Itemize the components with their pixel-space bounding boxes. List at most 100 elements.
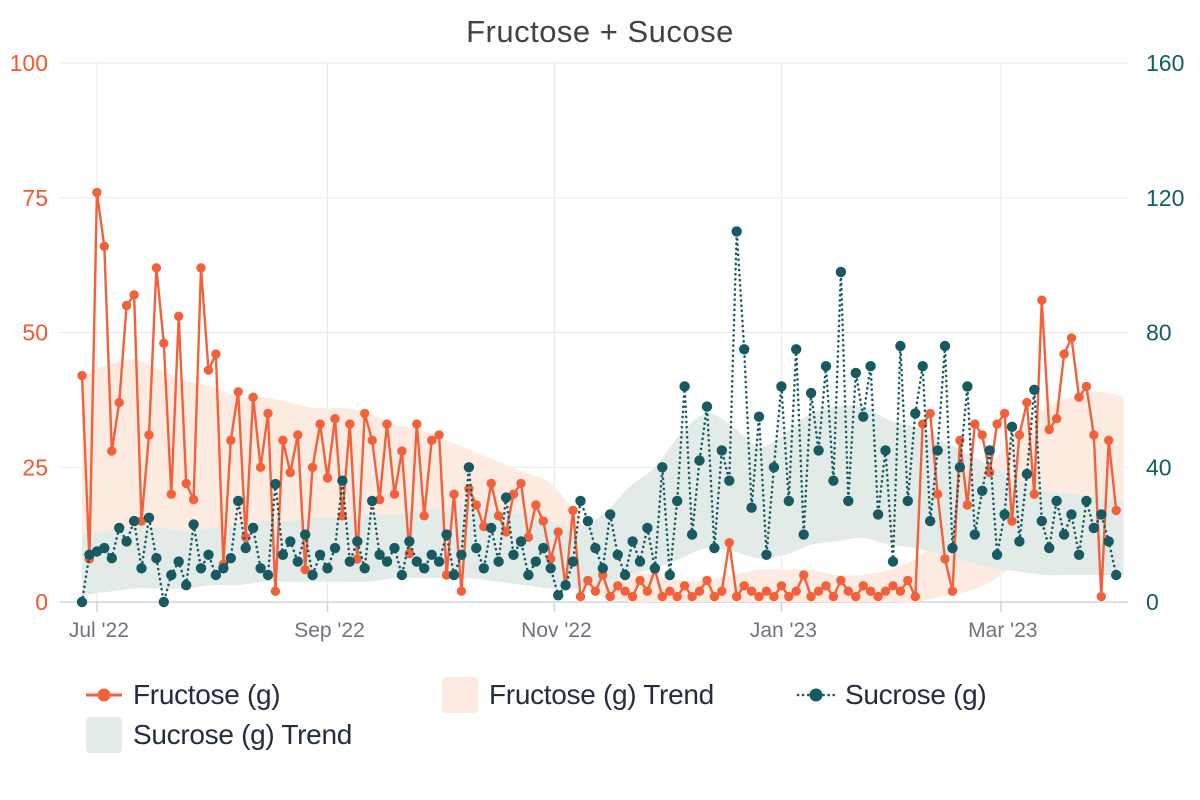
data-point[interactable] [270,586,281,596]
data-point[interactable] [582,515,594,527]
data-point[interactable] [977,485,988,496]
data-point[interactable] [374,549,385,560]
data-point[interactable] [203,365,214,375]
data-point[interactable] [784,591,794,602]
data-point[interactable] [613,581,623,591]
data-point[interactable] [411,556,422,567]
data-point[interactable] [218,563,229,574]
data-point[interactable] [969,529,980,540]
data-point[interactable] [159,338,169,348]
data-point[interactable] [107,446,117,456]
data-point[interactable] [300,529,311,540]
data-point[interactable] [1096,509,1107,520]
data-point[interactable] [813,445,824,456]
data-point[interactable] [449,489,459,499]
data-point[interactable] [754,591,764,602]
data-point[interactable] [419,511,429,521]
data-point[interactable] [1014,536,1025,547]
data-point[interactable] [583,575,593,586]
data-point[interactable] [144,430,154,440]
data-point[interactable] [404,548,415,559]
data-point[interactable] [895,340,906,352]
data-point[interactable] [337,475,348,486]
data-point[interactable] [99,241,110,251]
data-point[interactable] [791,586,801,596]
data-point[interactable] [783,495,794,507]
data-point[interactable] [129,290,139,300]
data-point[interactable] [984,445,995,456]
data-point[interactable] [1096,591,1107,602]
data-point[interactable] [300,565,310,575]
data-point[interactable] [538,542,549,554]
data-point[interactable] [553,590,564,601]
data-point[interactable] [441,529,452,540]
data-point[interactable] [188,494,199,505]
data-point[interactable] [1029,489,1040,499]
data-point[interactable] [270,478,281,490]
data-point[interactable] [619,569,631,581]
data-point[interactable] [799,570,809,580]
data-point[interactable] [255,462,266,472]
data-point[interactable] [523,532,534,542]
data-point[interactable] [888,581,898,591]
data-point[interactable] [247,522,259,534]
data-point[interactable] [545,563,556,574]
data-point[interactable] [828,591,839,602]
data-point[interactable] [805,387,817,399]
data-point[interactable] [887,556,899,567]
data-point[interactable] [530,556,541,567]
data-point[interactable] [954,462,966,473]
data-point[interactable] [753,411,765,422]
data-point[interactable] [813,586,824,596]
data-point[interactable] [925,408,935,419]
data-point[interactable] [382,419,392,429]
data-point[interactable] [315,419,325,429]
data-point[interactable] [939,340,951,352]
data-point[interactable] [121,536,132,547]
data-point[interactable] [1044,542,1055,554]
data-point[interactable] [575,591,586,602]
data-point[interactable] [932,445,943,456]
data-point[interactable] [962,381,973,392]
data-point[interactable] [188,519,199,530]
data-point[interactable] [114,522,125,534]
data-point[interactable] [991,549,1003,560]
data-point[interactable] [850,367,861,379]
data-point[interactable] [1051,495,1062,507]
data-point[interactable] [746,502,757,513]
data-point[interactable] [352,536,363,547]
data-point[interactable] [515,536,527,547]
data-point[interactable] [1051,414,1062,424]
data-point[interactable] [634,556,646,567]
data-point[interactable] [694,455,705,466]
data-point[interactable] [635,575,645,586]
data-point[interactable] [627,536,638,547]
data-point[interactable] [226,435,236,445]
data-point[interactable] [433,556,445,567]
data-point[interactable] [307,569,318,581]
data-point[interactable] [955,435,965,445]
data-point[interactable] [917,361,928,372]
data-point[interactable] [731,226,742,237]
data-point[interactable] [389,542,400,554]
data-point[interactable] [895,586,906,596]
data-point[interactable] [620,586,630,596]
data-point[interactable] [642,586,653,596]
data-point[interactable] [471,542,482,554]
data-point[interactable] [121,300,132,311]
data-point[interactable] [686,529,698,540]
data-point[interactable] [880,586,891,596]
data-point[interactable] [761,549,772,560]
data-point[interactable] [523,569,534,581]
data-point[interactable] [397,446,407,456]
data-point[interactable] [1074,392,1084,402]
data-point[interactable] [367,435,377,445]
data-point[interactable] [1007,516,1017,526]
data-point[interactable] [501,527,511,537]
data-point[interactable] [679,581,690,591]
data-point[interactable] [902,495,913,507]
data-point[interactable] [1081,495,1092,507]
data-point[interactable] [181,580,192,591]
data-point[interactable] [1029,384,1040,395]
data-point[interactable] [210,569,222,581]
